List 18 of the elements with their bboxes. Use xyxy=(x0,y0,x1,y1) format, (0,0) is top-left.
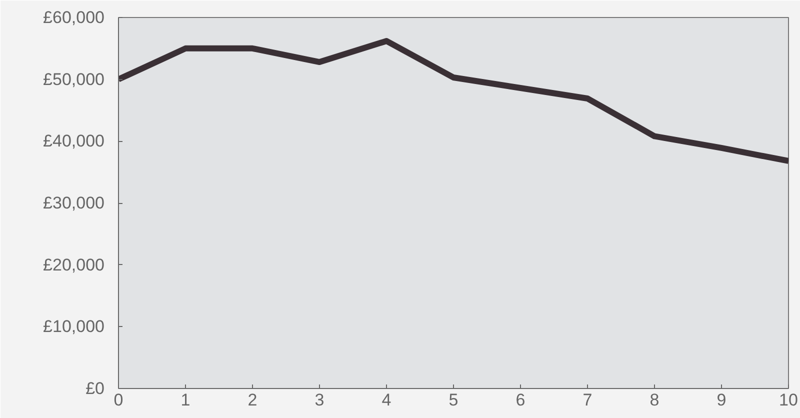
x-tick-label: 3 xyxy=(314,390,324,410)
y-tick-label: £40,000 xyxy=(43,132,104,151)
y-tick-label: £10,000 xyxy=(43,317,104,336)
x-tick-label: 9 xyxy=(716,390,726,410)
y-tick-label: £50,000 xyxy=(43,70,104,89)
x-tick-label: 0 xyxy=(114,390,124,410)
y-tick-label: £0 xyxy=(86,379,105,398)
x-tick-label: 7 xyxy=(582,390,592,410)
x-tick-label: 4 xyxy=(382,390,392,410)
y-tick-label: £30,000 xyxy=(43,194,104,212)
x-tick-label: 6 xyxy=(516,390,526,410)
x-tick-label: 2 xyxy=(248,390,258,410)
y-tick-label: £60,000 xyxy=(43,8,104,27)
y-tick-label: £20,000 xyxy=(43,255,104,274)
x-tick-label: 10 xyxy=(779,390,798,410)
x-tick-label: 5 xyxy=(448,390,458,410)
x-tick-label: 1 xyxy=(180,390,190,410)
x-tick-label: 8 xyxy=(650,390,660,410)
